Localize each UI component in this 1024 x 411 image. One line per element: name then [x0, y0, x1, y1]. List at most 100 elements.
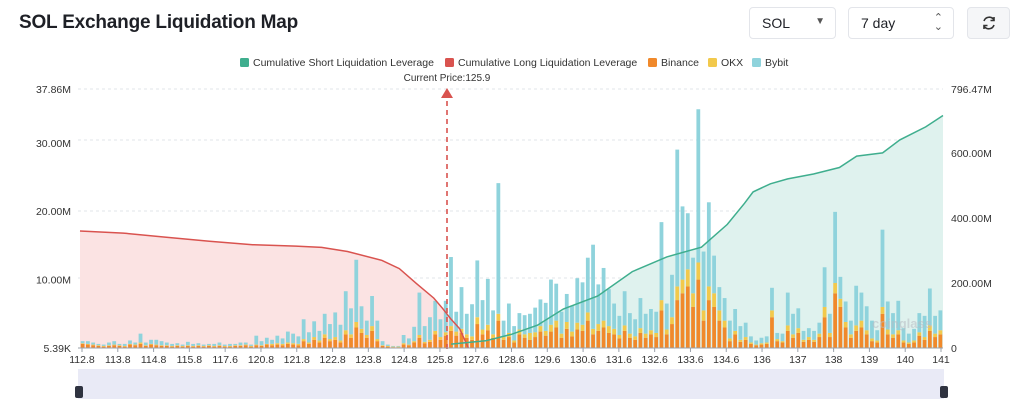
bybit-bar	[238, 342, 243, 346]
bybit-bar	[149, 339, 153, 344]
okx-bar	[249, 345, 253, 347]
bybit-bar	[170, 343, 174, 346]
binance-bar	[222, 346, 227, 348]
binance-bar	[328, 341, 332, 348]
bybit-bar	[270, 339, 274, 344]
bybit-bar	[349, 308, 353, 335]
bybit-bar	[264, 337, 269, 344]
period-select[interactable]: 7 day ⌃ ⌄	[848, 7, 954, 39]
bybit-bar	[601, 267, 606, 321]
binance-bar	[491, 337, 495, 348]
okx-bar	[422, 341, 427, 344]
okx-bar	[275, 343, 280, 345]
binance-bar	[638, 332, 643, 348]
binance-bar	[864, 334, 869, 348]
binance-bar	[154, 345, 159, 348]
binance-bar	[733, 334, 738, 348]
binance-bar	[843, 327, 848, 348]
bybit-bar	[849, 320, 853, 335]
okx-bar	[538, 326, 543, 332]
bybit-bar	[396, 345, 401, 347]
binance-bar	[275, 344, 280, 348]
coin-select[interactable]: SOL ▼	[749, 7, 836, 39]
okx-bar	[617, 335, 622, 339]
bybit-bar	[485, 278, 490, 325]
okx-bar	[770, 310, 774, 318]
legend-label[interactable]: Binance	[661, 57, 699, 69]
okx-bar	[727, 338, 732, 342]
binance-bar	[475, 324, 480, 348]
okx-bar	[312, 337, 317, 340]
bybit-bar	[280, 338, 285, 344]
okx-bar	[754, 344, 759, 346]
binance-bar	[580, 330, 585, 348]
bybit-bar	[643, 313, 648, 334]
binance-bar	[591, 334, 595, 348]
okx-bar	[743, 337, 748, 340]
binance-bar	[522, 337, 527, 348]
binance-bar	[364, 337, 369, 348]
zoom-handle-left[interactable]	[75, 386, 83, 398]
bybit-bar	[438, 319, 443, 338]
bybit-bar	[696, 109, 701, 263]
bybit-bar	[354, 259, 359, 323]
legend-label[interactable]: Cumulative Long Liquidation Leverage	[458, 57, 637, 69]
bybit-bar	[328, 324, 332, 340]
bybit-bar	[254, 335, 259, 345]
binance-bar	[601, 327, 606, 348]
okx-bar	[412, 341, 417, 343]
refresh-button[interactable]	[967, 7, 1010, 39]
bybit-bar	[138, 333, 143, 343]
right-tick-label: 0	[951, 343, 957, 355]
okx-bar	[612, 328, 617, 335]
binance-bar	[675, 300, 680, 348]
bybit-bar	[259, 341, 264, 346]
binance-bar	[554, 327, 559, 348]
bybit-bar	[391, 345, 395, 347]
okx-bar	[349, 334, 353, 338]
legend-label[interactable]: Bybit	[765, 57, 788, 69]
right-tick-label: 796.47M	[951, 84, 992, 96]
binance-bar	[533, 337, 538, 348]
okx-bar	[385, 345, 390, 347]
binance-bar	[501, 339, 506, 348]
okx-bar	[796, 328, 801, 333]
binance-bar	[685, 286, 690, 348]
bybit-bar	[733, 309, 738, 331]
binance-bar	[412, 342, 417, 348]
legend-swatch[interactable]	[240, 58, 249, 67]
okx-bar	[522, 334, 527, 338]
okx-bar	[470, 336, 474, 340]
legend-label[interactable]: OKX	[721, 57, 743, 69]
bybit-bar	[112, 341, 117, 345]
okx-bar	[333, 337, 338, 340]
bybit-bar	[454, 311, 459, 332]
bybit-bar	[591, 244, 595, 329]
okx-bar	[759, 343, 764, 345]
bybit-bar	[654, 311, 659, 333]
okx-bar	[207, 345, 211, 346]
legend-swatch[interactable]	[708, 58, 717, 67]
bybit-bar	[412, 326, 417, 342]
x-tick-label: 140	[896, 354, 914, 366]
legend-swatch[interactable]	[648, 58, 657, 67]
bybit-bar	[854, 285, 859, 326]
okx-bar	[775, 339, 780, 342]
bybit-bar	[859, 292, 864, 321]
bybit-bar	[185, 341, 190, 346]
legend-label[interactable]: Cumulative Short Liquidation Leverage	[253, 57, 434, 69]
bybit-bar	[585, 257, 590, 313]
bybit-bar	[417, 292, 422, 336]
bybit-bar	[754, 340, 759, 345]
zoom-slider-track[interactable]	[78, 369, 944, 399]
bybit-bar	[496, 183, 501, 314]
x-tick-label: 139	[861, 354, 879, 366]
okx-bar	[601, 320, 606, 328]
legend-swatch[interactable]	[445, 58, 454, 67]
zoom-handle-right[interactable]	[940, 386, 948, 398]
okx-bar	[180, 345, 185, 347]
legend-swatch[interactable]	[752, 58, 761, 67]
binance-bar	[238, 345, 243, 348]
okx-bar	[870, 338, 874, 342]
binance-bar	[649, 334, 653, 348]
